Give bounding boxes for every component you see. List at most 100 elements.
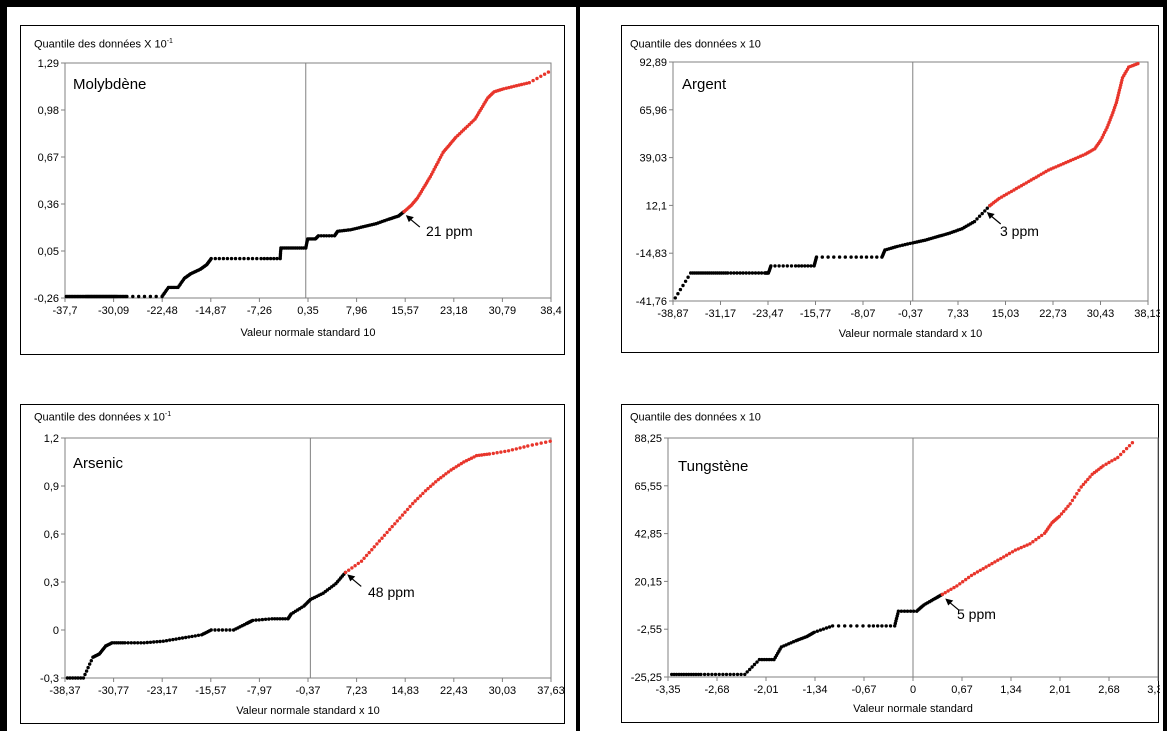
data-point-above-threshold [1062,509,1066,514]
data-point-above-threshold [514,84,519,88]
data-point-above-threshold [981,567,985,571]
x-tick-label: -0,37 [295,685,320,697]
data-point-below-threshold [785,264,789,268]
data-point-below-threshold [739,672,743,677]
data-point-below-threshold [972,219,977,224]
data-point-below-threshold [145,640,149,645]
data-point-above-threshold [1079,485,1083,489]
data-point-below-threshold [905,242,910,246]
data-point-below-threshold [765,657,769,662]
data-point-above-threshold [1119,452,1123,457]
data-point-below-threshold [743,672,747,677]
data-point-below-threshold [255,256,259,261]
data-point-below-threshold [732,271,736,275]
data-point-above-threshold [978,568,982,572]
data-point-above-threshold [1009,189,1014,194]
data-point-below-threshold [79,676,83,680]
element-name: Molybdène [73,76,147,93]
data-point-above-threshold [1075,492,1079,496]
arrow-head [347,574,356,582]
data-point-below-threshold [254,618,258,622]
data-point-below-threshold [129,641,133,645]
data-point-below-threshold [980,211,984,216]
x-tick-label: 23,18 [440,305,468,317]
data-point-below-threshold [686,275,690,279]
x-tick-label: 15,03 [992,308,1020,320]
x-tick-label: -2,01 [753,684,778,696]
data-point-below-threshold [687,672,691,677]
data-point-above-threshold [380,536,384,540]
data-point-above-threshold [418,494,423,498]
data-point-below-threshold [164,639,169,643]
threshold-annotation: 3 ppm [1000,223,1039,239]
data-point-above-threshold [1013,548,1018,552]
data-point-below-threshold [209,256,213,261]
y-tick-label: 0,67 [38,152,59,164]
x-tick-label: 30,79 [489,305,517,317]
data-point-below-threshold [760,657,764,662]
data-point-above-threshold [949,587,953,591]
y-tick-label: 42,85 [634,529,662,541]
data-point-above-threshold [1022,544,1026,548]
data-point-below-threshold [265,256,270,261]
chart-panel-arsenic: Quantile des données x 10-1 -0,3 0 0,3 0,6 0… [20,404,565,724]
data-point-below-threshold [281,617,285,621]
data-point-above-threshold [441,474,446,478]
arrow-head [405,215,414,223]
data-point-below-threshold [884,624,888,628]
data-point-below-threshold [806,264,810,268]
data-point-below-threshold [735,271,739,275]
data-point-above-threshold [1032,176,1036,181]
data-point-below-threshold [259,256,263,261]
data-point-above-threshold [1059,512,1064,516]
data-point-below-threshold [728,672,732,677]
data-point-above-threshold [416,496,420,501]
data-point-above-threshold [436,477,440,482]
data-point-below-threshold [171,637,175,642]
y-tick-label: -14,83 [636,248,667,260]
data-point-below-threshold [983,209,987,213]
data-point-below-threshold [781,264,785,268]
data-point-above-threshold [990,561,994,566]
x-tick-label: 0,35 [297,305,318,317]
data-point-above-threshold [509,85,514,89]
data-point-below-threshold [86,665,90,670]
data-point-above-threshold [413,499,417,503]
data-point-below-threshold [677,672,681,677]
x-tick-label: -23,47 [752,308,783,320]
y-axis-label: Quantile des données x 10 [630,411,761,424]
x-tick-label: -38,87 [657,308,688,320]
frame-border-top [0,0,1167,7]
x-tick-label: -3,35 [655,684,680,696]
x-tick-label: -22,48 [147,305,178,317]
data-point-above-threshold [372,545,376,549]
data-point-above-threshold [1017,185,1021,189]
element-name: Argent [682,76,727,93]
data-point-below-threshold [803,264,807,268]
data-point-above-threshold [350,566,354,570]
data-point-above-threshold [1024,181,1028,185]
y-tick-label: -0,3 [40,673,59,685]
data-point-above-threshold [1039,172,1043,176]
data-point-above-threshold [1136,61,1140,66]
x-tick-label: -23,17 [147,685,178,697]
data-point-above-threshold [1010,550,1015,554]
data-point-above-threshold [1121,449,1126,454]
data-point-below-threshold [729,271,733,275]
data-point-below-threshold [849,255,853,259]
data-point-above-threshold [421,491,425,496]
data-point-above-threshold [526,444,530,448]
data-point-above-threshold [1077,488,1081,492]
x-axis-label: Valeur normale standard x 10 [838,328,983,340]
data-point-above-threshold [1107,460,1111,465]
data-point-above-threshold [375,542,379,546]
data-point-above-threshold [1070,498,1075,503]
data-point-above-threshold [535,76,539,81]
data-point-above-threshold [1072,495,1077,499]
data-point-below-threshold [278,617,282,621]
data-point-above-threshold [984,565,988,569]
data-point-below-threshold [864,255,869,259]
data-point-below-threshold [221,256,226,261]
arrow-head [986,212,995,220]
data-point-above-threshold [961,580,965,584]
